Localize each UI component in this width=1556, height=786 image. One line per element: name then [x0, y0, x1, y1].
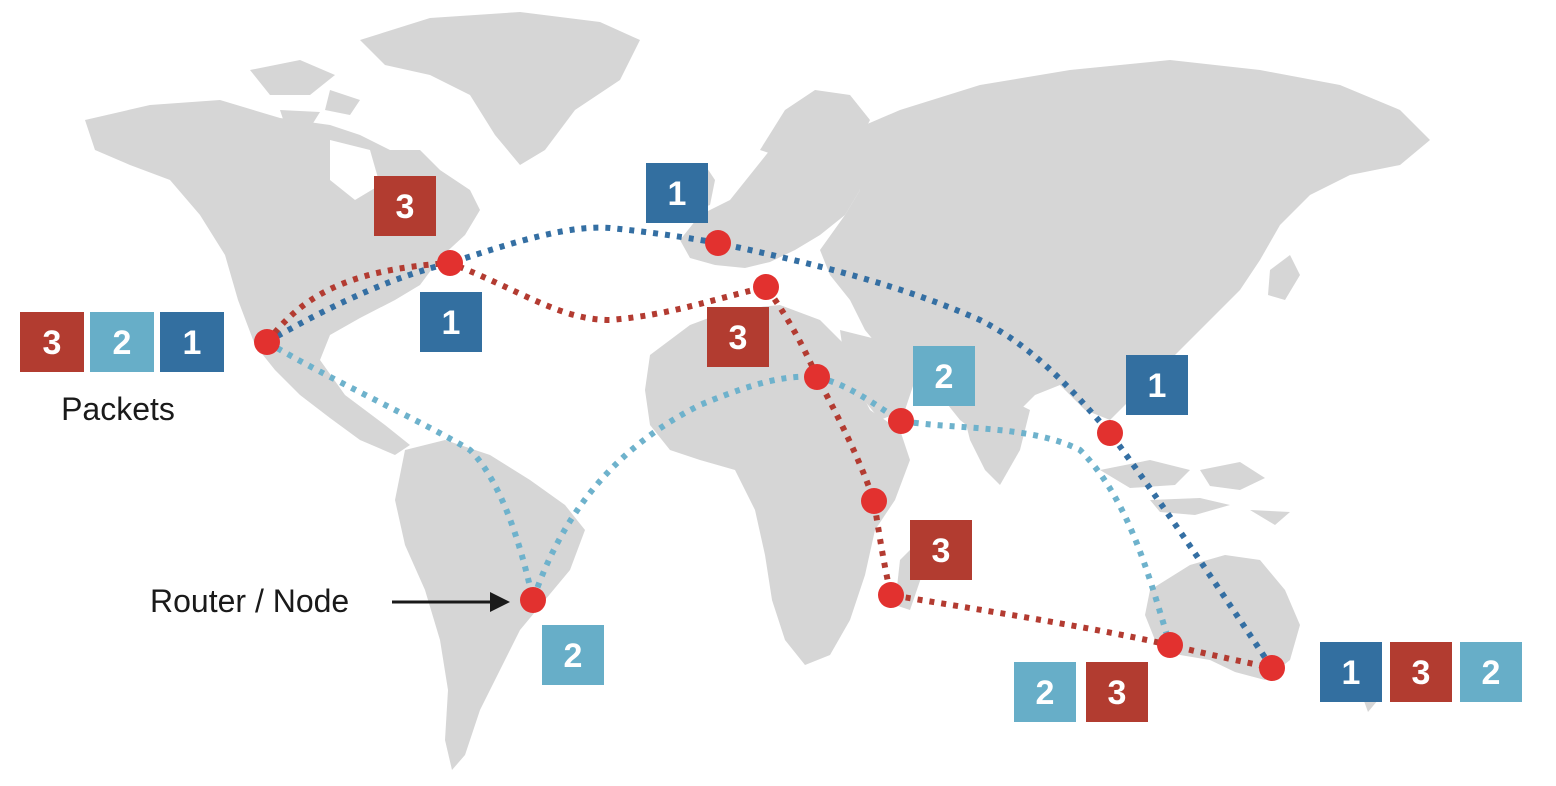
router-node-arabia: [888, 408, 914, 434]
source-packet-label: 2: [113, 324, 132, 362]
hudson-bay: [330, 140, 380, 200]
transit-packet-box: [707, 307, 769, 367]
router-node-perth: [1157, 632, 1183, 658]
transit-packet-label: 1: [1148, 367, 1167, 405]
landmass-southeast-asia-islands: [1100, 460, 1290, 525]
dest-packet-box: [1390, 642, 1452, 702]
source-packet-box: [20, 312, 84, 372]
landmass-asia: [820, 60, 1430, 440]
source-packet-label: 1: [183, 324, 202, 362]
dest-packet-label: 2: [1036, 674, 1055, 712]
route-packet-2: [265, 339, 1173, 646]
router-node-caption: Router / Node: [150, 583, 349, 619]
source-packets: 3 2 1: [20, 312, 224, 372]
packets-caption: Packets: [61, 391, 175, 427]
transit-packet-box: [1126, 355, 1188, 415]
transit-packet-label: 3: [932, 532, 951, 570]
router-nodes: [254, 230, 1285, 681]
destination-packets-right: 1 3 2: [1320, 642, 1522, 702]
transit-packet-label: 2: [935, 358, 954, 396]
destination-packets-left: 2 3: [1014, 662, 1148, 722]
source-packet-label: 3: [43, 324, 62, 362]
landmass-india: [960, 395, 1030, 485]
source-packet-box: [160, 312, 224, 372]
dest-packet-box: [1460, 642, 1522, 702]
transit-packet-label: 3: [396, 188, 415, 226]
dest-packet-box: [1014, 662, 1076, 722]
transit-packet-label: 3: [729, 319, 748, 357]
router-node-mediterranean: [753, 274, 779, 300]
source-packet-box: [90, 312, 154, 372]
dest-packet-box: [1320, 642, 1382, 702]
transit-packet-box: [542, 625, 604, 685]
dest-packet-label: 3: [1108, 674, 1127, 712]
transit-packet-label: 1: [442, 304, 461, 342]
router-node-sao-paulo: [520, 587, 546, 613]
transit-packet-label: 1: [668, 175, 687, 213]
transit-packet-box: [913, 346, 975, 406]
transit-packets: 3 1 1 3 2 1 2 3: [374, 163, 1188, 685]
landmass-japan: [1268, 255, 1300, 300]
transit-packet-box: [646, 163, 708, 223]
router-node-arrow-head: [490, 592, 510, 612]
transit-packet-box: [420, 292, 482, 352]
dest-packet-label: 1: [1342, 654, 1361, 692]
landmass-greenland: [360, 12, 640, 165]
router-node-south-africa: [878, 582, 904, 608]
landmass-australia: [1145, 555, 1300, 680]
router-node-east-africa: [861, 488, 887, 514]
router-node-cairo: [804, 364, 830, 390]
dest-packet-box: [1086, 662, 1148, 722]
dest-packet-label: 3: [1412, 654, 1431, 692]
router-node-new-york: [437, 250, 463, 276]
router-node-southeast-asia: [1097, 420, 1123, 446]
landmass-arabia: [840, 330, 915, 420]
transit-packet-box: [910, 520, 972, 580]
transit-packet-label: 2: [564, 637, 583, 675]
router-node-los-angeles: [254, 329, 280, 355]
landmass-africa: [645, 305, 910, 665]
dest-packet-label: 2: [1482, 654, 1501, 692]
transit-packet-box: [374, 176, 436, 236]
router-node-sydney: [1259, 655, 1285, 681]
landmass-arctic-islands: [250, 60, 360, 128]
router-node-london: [705, 230, 731, 256]
